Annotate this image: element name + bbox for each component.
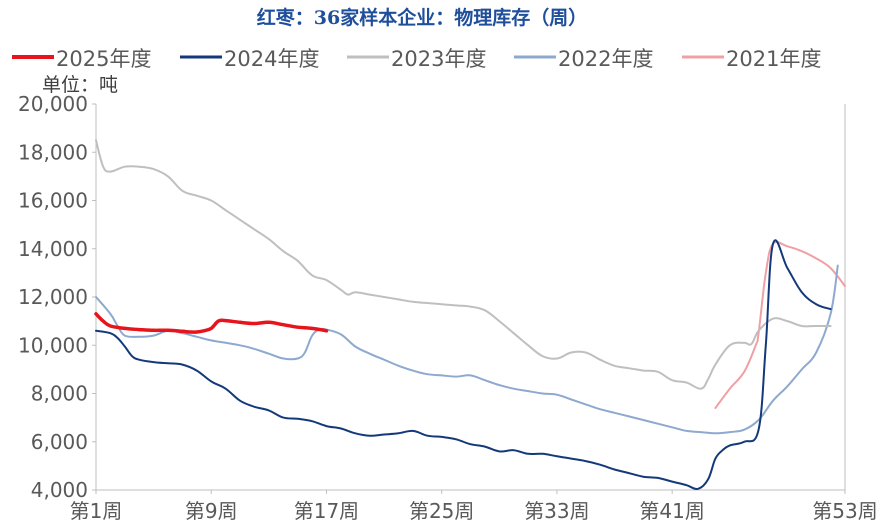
legend: 2025年度 2024年度 2023年度 2022年度 2021年度 <box>12 47 821 71</box>
x-tick-label: 第1周 <box>70 499 123 523</box>
series-line-2023年度 <box>95 139 832 390</box>
y-tick-label: 16,000 <box>18 189 88 213</box>
y-tick-label: 14,000 <box>18 237 88 261</box>
legend-label: 2024年度 <box>224 47 319 71</box>
legend-label: 2022年度 <box>558 47 653 71</box>
y-tick-label: 12,000 <box>18 285 88 309</box>
y-tick-label: 20,000 <box>18 92 88 116</box>
x-tick-label: 第9周 <box>185 499 238 523</box>
legend-label: 2021年度 <box>726 47 821 71</box>
legend-label: 2025年度 <box>56 47 151 71</box>
unit-label: 单位：吨 <box>42 74 118 96</box>
y-tick-label: 18,000 <box>18 140 88 164</box>
y-tick-label: 4,000 <box>31 478 88 502</box>
x-tick-label: 第25周 <box>409 499 474 523</box>
x-tick-label: 第53周 <box>812 499 877 523</box>
y-tick-label: 10,000 <box>18 333 88 357</box>
chart-title: 红枣：36家样本企业：物理库存（周） <box>257 6 587 29</box>
y-tick-label: 8,000 <box>31 382 88 406</box>
series-line-2022年度 <box>95 264 839 435</box>
series-line-2025年度 <box>94 312 329 334</box>
series-group <box>94 139 846 491</box>
series-line-2021年度 <box>714 241 846 409</box>
axes: 4,000 6,000 8,000 10,000 12,000 14,000 16,000 1… <box>18 92 878 523</box>
series-line-2024年度 <box>95 239 832 491</box>
x-tick-label: 第33周 <box>524 499 589 523</box>
legend-label: 2023年度 <box>391 47 486 71</box>
x-tick-label: 第41周 <box>639 499 704 523</box>
y-tick-label: 6,000 <box>31 430 88 454</box>
x-tick-label: 第17周 <box>294 499 359 523</box>
